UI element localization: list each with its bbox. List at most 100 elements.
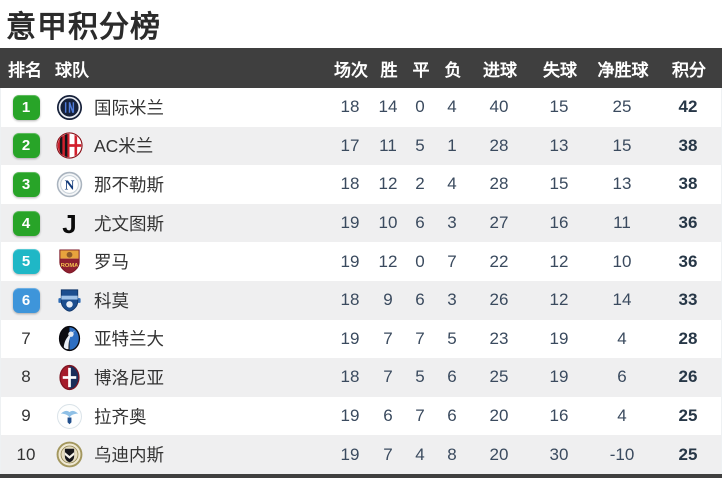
rank-cell: 1 (1, 94, 51, 120)
team-name[interactable]: 拉齐奥 (94, 406, 147, 427)
svg-text:ROMA: ROMA (61, 263, 79, 269)
cell-gd: 4 (617, 406, 627, 426)
cell-draw: 7 (415, 328, 425, 348)
cell-draw: 7 (415, 406, 425, 426)
table-row[interactable]: 1 国际米兰 18 14 0 4 40 15 25 42 (1, 88, 721, 127)
header-cell-win: 胜 (380, 60, 398, 80)
cell-loss: 4 (447, 174, 457, 194)
rank-badge: 1 (12, 94, 40, 120)
cell-draw: 2 (415, 174, 425, 194)
cell-loss: 6 (447, 406, 457, 426)
cell-win: 7 (383, 367, 393, 387)
cell-pts: 38 (678, 174, 698, 194)
team-name[interactable]: 博洛尼亚 (94, 367, 164, 388)
table-row[interactable]: 3 N 那不勒斯 18 12 2 4 28 15 13 38 (1, 165, 721, 204)
team-cell: ROMA 罗马 (51, 248, 329, 275)
cell-gf: 20 (489, 444, 509, 464)
team-name[interactable]: 那不勒斯 (94, 174, 164, 195)
team-name[interactable]: 乌迪内斯 (94, 445, 164, 466)
cell-gd: 10 (612, 251, 632, 271)
cell-gf: 20 (489, 406, 509, 426)
rank-text: 9 (21, 406, 31, 426)
team-cell: J 尤文图斯 (51, 210, 329, 237)
udinese-logo (56, 441, 83, 468)
cell-gf: 40 (489, 97, 509, 117)
header-cell-team: 球队 (55, 60, 89, 80)
cell-loss: 7 (447, 251, 457, 271)
ac-milan-logo (56, 132, 83, 160)
cell-pts: 33 (678, 290, 698, 310)
cell-played: 19 (340, 328, 360, 348)
table-row[interactable]: 5 ROMA 罗马 19 12 0 7 22 12 10 36 (1, 242, 721, 281)
cell-win: 12 (378, 251, 398, 271)
cell-loss: 4 (447, 97, 457, 117)
team-name[interactable]: 罗马 (94, 252, 129, 273)
napoli-logo: N (56, 171, 83, 198)
header-cell-rank: 排名 (8, 60, 42, 80)
table-row[interactable]: 2 AC米兰 17 11 5 1 28 13 15 38 (1, 126, 721, 166)
table-row[interactable]: 9 拉齐奥 19 6 7 6 20 16 4 25 (1, 396, 721, 436)
cell-win: 14 (378, 97, 398, 117)
cell-win: 10 (378, 213, 398, 233)
team-name[interactable]: AC米兰 (94, 136, 154, 157)
table-row[interactable]: 6 科莫 18 9 6 3 26 12 14 33 (1, 280, 721, 320)
title-bar: 意甲积分榜 (0, 0, 722, 48)
rank-text: 7 (21, 328, 31, 348)
cell-draw: 6 (415, 213, 425, 233)
team-name[interactable]: 国际米兰 (94, 97, 164, 118)
table-row[interactable]: 7 亚特兰大 19 7 7 5 23 19 4 28 (1, 319, 721, 359)
cell-ga: 30 (549, 444, 569, 464)
table-row[interactable]: 10 乌迪内斯 19 7 4 8 20 30 -10 25 (1, 435, 721, 474)
roma-logo: ROMA (56, 248, 83, 275)
cell-pts: 28 (678, 328, 698, 348)
cell-ga: 12 (549, 290, 569, 310)
rank-badge: 4 (12, 210, 40, 236)
cell-played: 17 (340, 135, 360, 155)
rank-cell: 2 (1, 133, 51, 159)
team-name[interactable]: 科莫 (94, 290, 129, 311)
cell-ga: 16 (549, 406, 569, 426)
rank-badge: 6 (12, 287, 40, 313)
cell-draw: 5 (415, 135, 425, 155)
cell-draw: 6 (415, 290, 425, 310)
team-cell: 国际米兰 (51, 94, 329, 121)
cell-loss: 8 (447, 444, 457, 464)
table-row[interactable]: 8 博洛尼亚 18 7 5 6 25 19 6 26 (1, 358, 721, 397)
table-header: 排名 球队 场次 胜 平 负 进球 失球 净胜球 积分 (0, 48, 722, 88)
cell-pts: 25 (678, 444, 698, 464)
header-cell-gf: 进球 (483, 60, 517, 80)
rank-cell: 10 (1, 445, 51, 465)
svg-text:N: N (65, 177, 75, 192)
rank-cell: 7 (1, 329, 51, 349)
cell-loss: 6 (447, 367, 457, 387)
table-row[interactable]: 4 J 尤文图斯 19 10 6 3 27 16 11 36 (1, 203, 721, 243)
cell-draw: 5 (415, 367, 425, 387)
cell-played: 19 (340, 406, 360, 426)
team-cell: 拉齐奥 (51, 403, 329, 430)
cell-win: 9 (383, 290, 393, 310)
cell-gf: 28 (489, 174, 509, 194)
inter-milan-logo (56, 94, 83, 121)
cell-played: 19 (340, 213, 360, 233)
team-name[interactable]: 亚特兰大 (94, 329, 164, 350)
cell-gf: 22 (489, 251, 509, 271)
rank-badge: 5 (12, 249, 40, 275)
rank-text: 10 (16, 444, 36, 464)
cell-gf: 25 (489, 367, 509, 387)
cell-gd: 11 (613, 213, 631, 233)
juventus-logo: J (56, 210, 83, 237)
cell-gd: 25 (612, 97, 632, 117)
cell-ga: 16 (549, 213, 569, 233)
cell-win: 6 (383, 406, 393, 426)
team-cell: N 那不勒斯 (51, 171, 329, 198)
rank-cell: 3 (1, 171, 51, 197)
cell-gd: 15 (612, 135, 632, 155)
header-cell-loss: 负 (444, 60, 462, 80)
cell-loss: 3 (447, 290, 457, 310)
team-name[interactable]: 尤文图斯 (94, 213, 164, 234)
standings-table-body: 1 国际米兰 18 14 0 4 40 15 25 42 2 AC米兰 17 1… (0, 88, 722, 474)
cell-loss: 1 (447, 135, 457, 155)
cell-gf: 27 (489, 213, 509, 233)
cell-played: 18 (340, 367, 360, 387)
